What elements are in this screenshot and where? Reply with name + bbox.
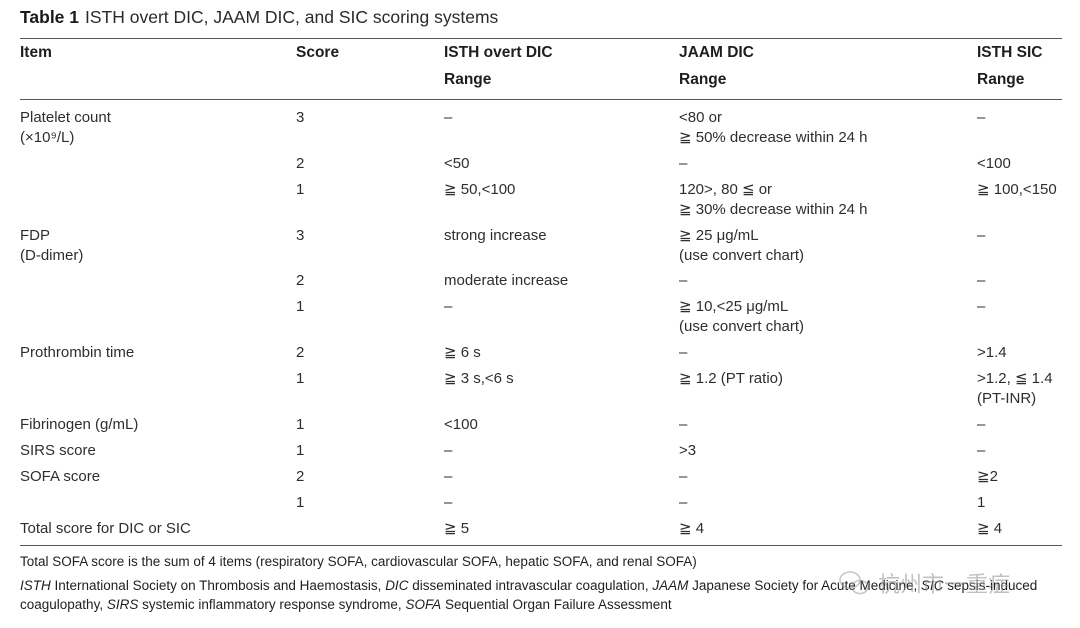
cell-jaam: – bbox=[679, 416, 688, 433]
abbr-definition: systemic inflammatory response syndrome, bbox=[138, 597, 406, 612]
cell-jaam: ≧ 25 μg/mL bbox=[679, 227, 759, 244]
cell-isth-overt: – bbox=[444, 109, 453, 126]
cell-jaam: ≧ 50% decrease within 24 h bbox=[679, 128, 868, 146]
table-title: ISTH overt DIC, JAAM DIC, and SIC scorin… bbox=[85, 7, 499, 27]
abbr-term: SIC bbox=[920, 578, 944, 593]
cell-item: Platelet count bbox=[20, 109, 111, 126]
cell-score: 3 bbox=[296, 227, 305, 244]
cell-isth-overt: – bbox=[444, 442, 453, 459]
abbr-term: ISTH bbox=[20, 578, 51, 593]
header-isth-overt-range: Range bbox=[444, 71, 492, 88]
cell-isth-overt: – bbox=[444, 494, 453, 511]
watermark: 杭州市一重症 bbox=[839, 571, 1010, 598]
watermark-text: 杭州市一重症 bbox=[878, 573, 1010, 598]
cell-score: 1 bbox=[296, 298, 305, 315]
cell-score: 1 bbox=[296, 370, 305, 387]
cell-item: SOFA score bbox=[20, 468, 101, 485]
cell-jaam: – bbox=[679, 155, 688, 172]
cell-isth-overt: – bbox=[444, 298, 453, 315]
cell-sic: ≧ 100,<150 bbox=[977, 181, 1057, 198]
cell-isth-overt: ≧ 5 bbox=[444, 520, 470, 537]
header-rule bbox=[20, 99, 1062, 100]
cell-jaam: – bbox=[679, 468, 688, 485]
cell-sic: >1.4 bbox=[977, 344, 1007, 361]
cell-sic: – bbox=[977, 416, 986, 433]
cell-isth-overt: – bbox=[444, 468, 453, 485]
cell-jaam: >3 bbox=[679, 442, 697, 459]
cell-jaam: ≧ 1.2 (PT ratio) bbox=[679, 370, 783, 387]
cell-jaam: (use convert chart) bbox=[679, 246, 805, 264]
cell-item: SIRS score bbox=[20, 442, 96, 459]
cell-isth-overt: <100 bbox=[444, 416, 478, 433]
cell-jaam: ≧ 30% decrease within 24 h bbox=[679, 200, 868, 218]
cell-item: Fibrinogen (g/mL) bbox=[20, 416, 139, 433]
cell-score: 3 bbox=[296, 109, 305, 126]
cell-isth-overt: ≧ 50,<100 bbox=[444, 181, 516, 198]
header-jaam: JAAM DIC bbox=[679, 44, 754, 61]
abbr-term: SIRS bbox=[106, 597, 139, 612]
abbr-definition: sepsis-induced coagulopathy, bbox=[20, 578, 1038, 612]
cell-item: Prothrombin time bbox=[20, 344, 135, 361]
cell-sic: (PT-INR) bbox=[977, 389, 1037, 407]
header-score: Score bbox=[296, 44, 340, 61]
top-rule bbox=[20, 38, 1062, 39]
cell-isth-overt: strong increase bbox=[444, 227, 547, 244]
abbr-term: SOFA bbox=[405, 597, 442, 612]
cell-item: Total score for DIC or SIC bbox=[20, 520, 191, 537]
cell-jaam: 120>, 80 ≦ or bbox=[679, 181, 773, 198]
footnote-sofa: Total SOFA score is the sum of 4 items (… bbox=[20, 554, 697, 569]
cell-score: 1 bbox=[296, 181, 305, 198]
cell-isth-overt: ≧ 3 s,<6 s bbox=[444, 370, 514, 387]
cell-sic: – bbox=[977, 109, 986, 126]
table-label: Table 1 bbox=[20, 7, 80, 27]
cell-sic: ≧ 4 bbox=[977, 520, 1003, 537]
cell-item: (D-dimer) bbox=[20, 246, 84, 264]
cell-score: 1 bbox=[296, 416, 305, 433]
cell-score: 2 bbox=[296, 344, 305, 361]
cell-sic: – bbox=[977, 298, 986, 315]
cell-sic: – bbox=[977, 442, 986, 459]
cell-score: 1 bbox=[296, 442, 305, 459]
cell-sic: >1.2, ≦ 1.4 bbox=[977, 370, 1053, 387]
abbr-definition: Sequential Organ Failure Assessment bbox=[441, 597, 672, 612]
cell-sic: – bbox=[977, 227, 986, 244]
cell-score: 2 bbox=[296, 155, 305, 172]
cell-jaam: ≧ 10,<25 μg/mL bbox=[679, 298, 789, 315]
abbr-term: DIC bbox=[385, 578, 409, 593]
cell-jaam: ≧ 4 bbox=[679, 520, 705, 537]
cell-item: (×10⁹/L) bbox=[20, 128, 75, 146]
cell-score: 2 bbox=[296, 272, 305, 289]
cell-jaam: <80 or bbox=[679, 109, 722, 126]
cell-jaam: – bbox=[679, 344, 688, 361]
abbr-definition: International Society on Thrombosis and … bbox=[50, 578, 386, 593]
cell-item: FDP bbox=[20, 227, 50, 244]
cell-sic: ≧2 bbox=[977, 468, 998, 485]
cell-sic: 1 bbox=[977, 494, 986, 511]
cell-jaam: – bbox=[679, 494, 688, 511]
cell-jaam: – bbox=[679, 272, 688, 289]
bottom-rule bbox=[20, 545, 1062, 546]
cell-sic: <100 bbox=[977, 155, 1011, 172]
abbr-definition: Japanese Society for Acute Medicine, bbox=[688, 578, 921, 593]
abbr-term: JAAM bbox=[652, 578, 689, 593]
header-isth-sic-range: Range bbox=[977, 71, 1025, 88]
cell-score: 2 bbox=[296, 468, 305, 485]
header-isth-sic: ISTH SIC bbox=[977, 44, 1043, 61]
header-jaam-range: Range bbox=[679, 71, 727, 88]
wechat-icon bbox=[839, 571, 869, 595]
cell-sic: – bbox=[977, 272, 986, 289]
header-isth-overt: ISTH overt DIC bbox=[444, 44, 553, 61]
footnote-abbreviations: ISTH International Society on Thrombosis… bbox=[20, 576, 1065, 614]
cell-isth-overt: <50 bbox=[444, 155, 470, 172]
cell-isth-overt: ≧ 6 s bbox=[444, 344, 481, 361]
cell-isth-overt: moderate increase bbox=[444, 272, 569, 289]
cell-jaam: (use convert chart) bbox=[679, 317, 805, 335]
cell-score: 1 bbox=[296, 494, 305, 511]
table-caption: Table 1 ISTH overt DIC, JAAM DIC, and SIC… bbox=[20, 7, 498, 28]
header-item: Item bbox=[20, 44, 52, 61]
abbr-definition: disseminated intravascular coagulation, bbox=[408, 578, 653, 593]
